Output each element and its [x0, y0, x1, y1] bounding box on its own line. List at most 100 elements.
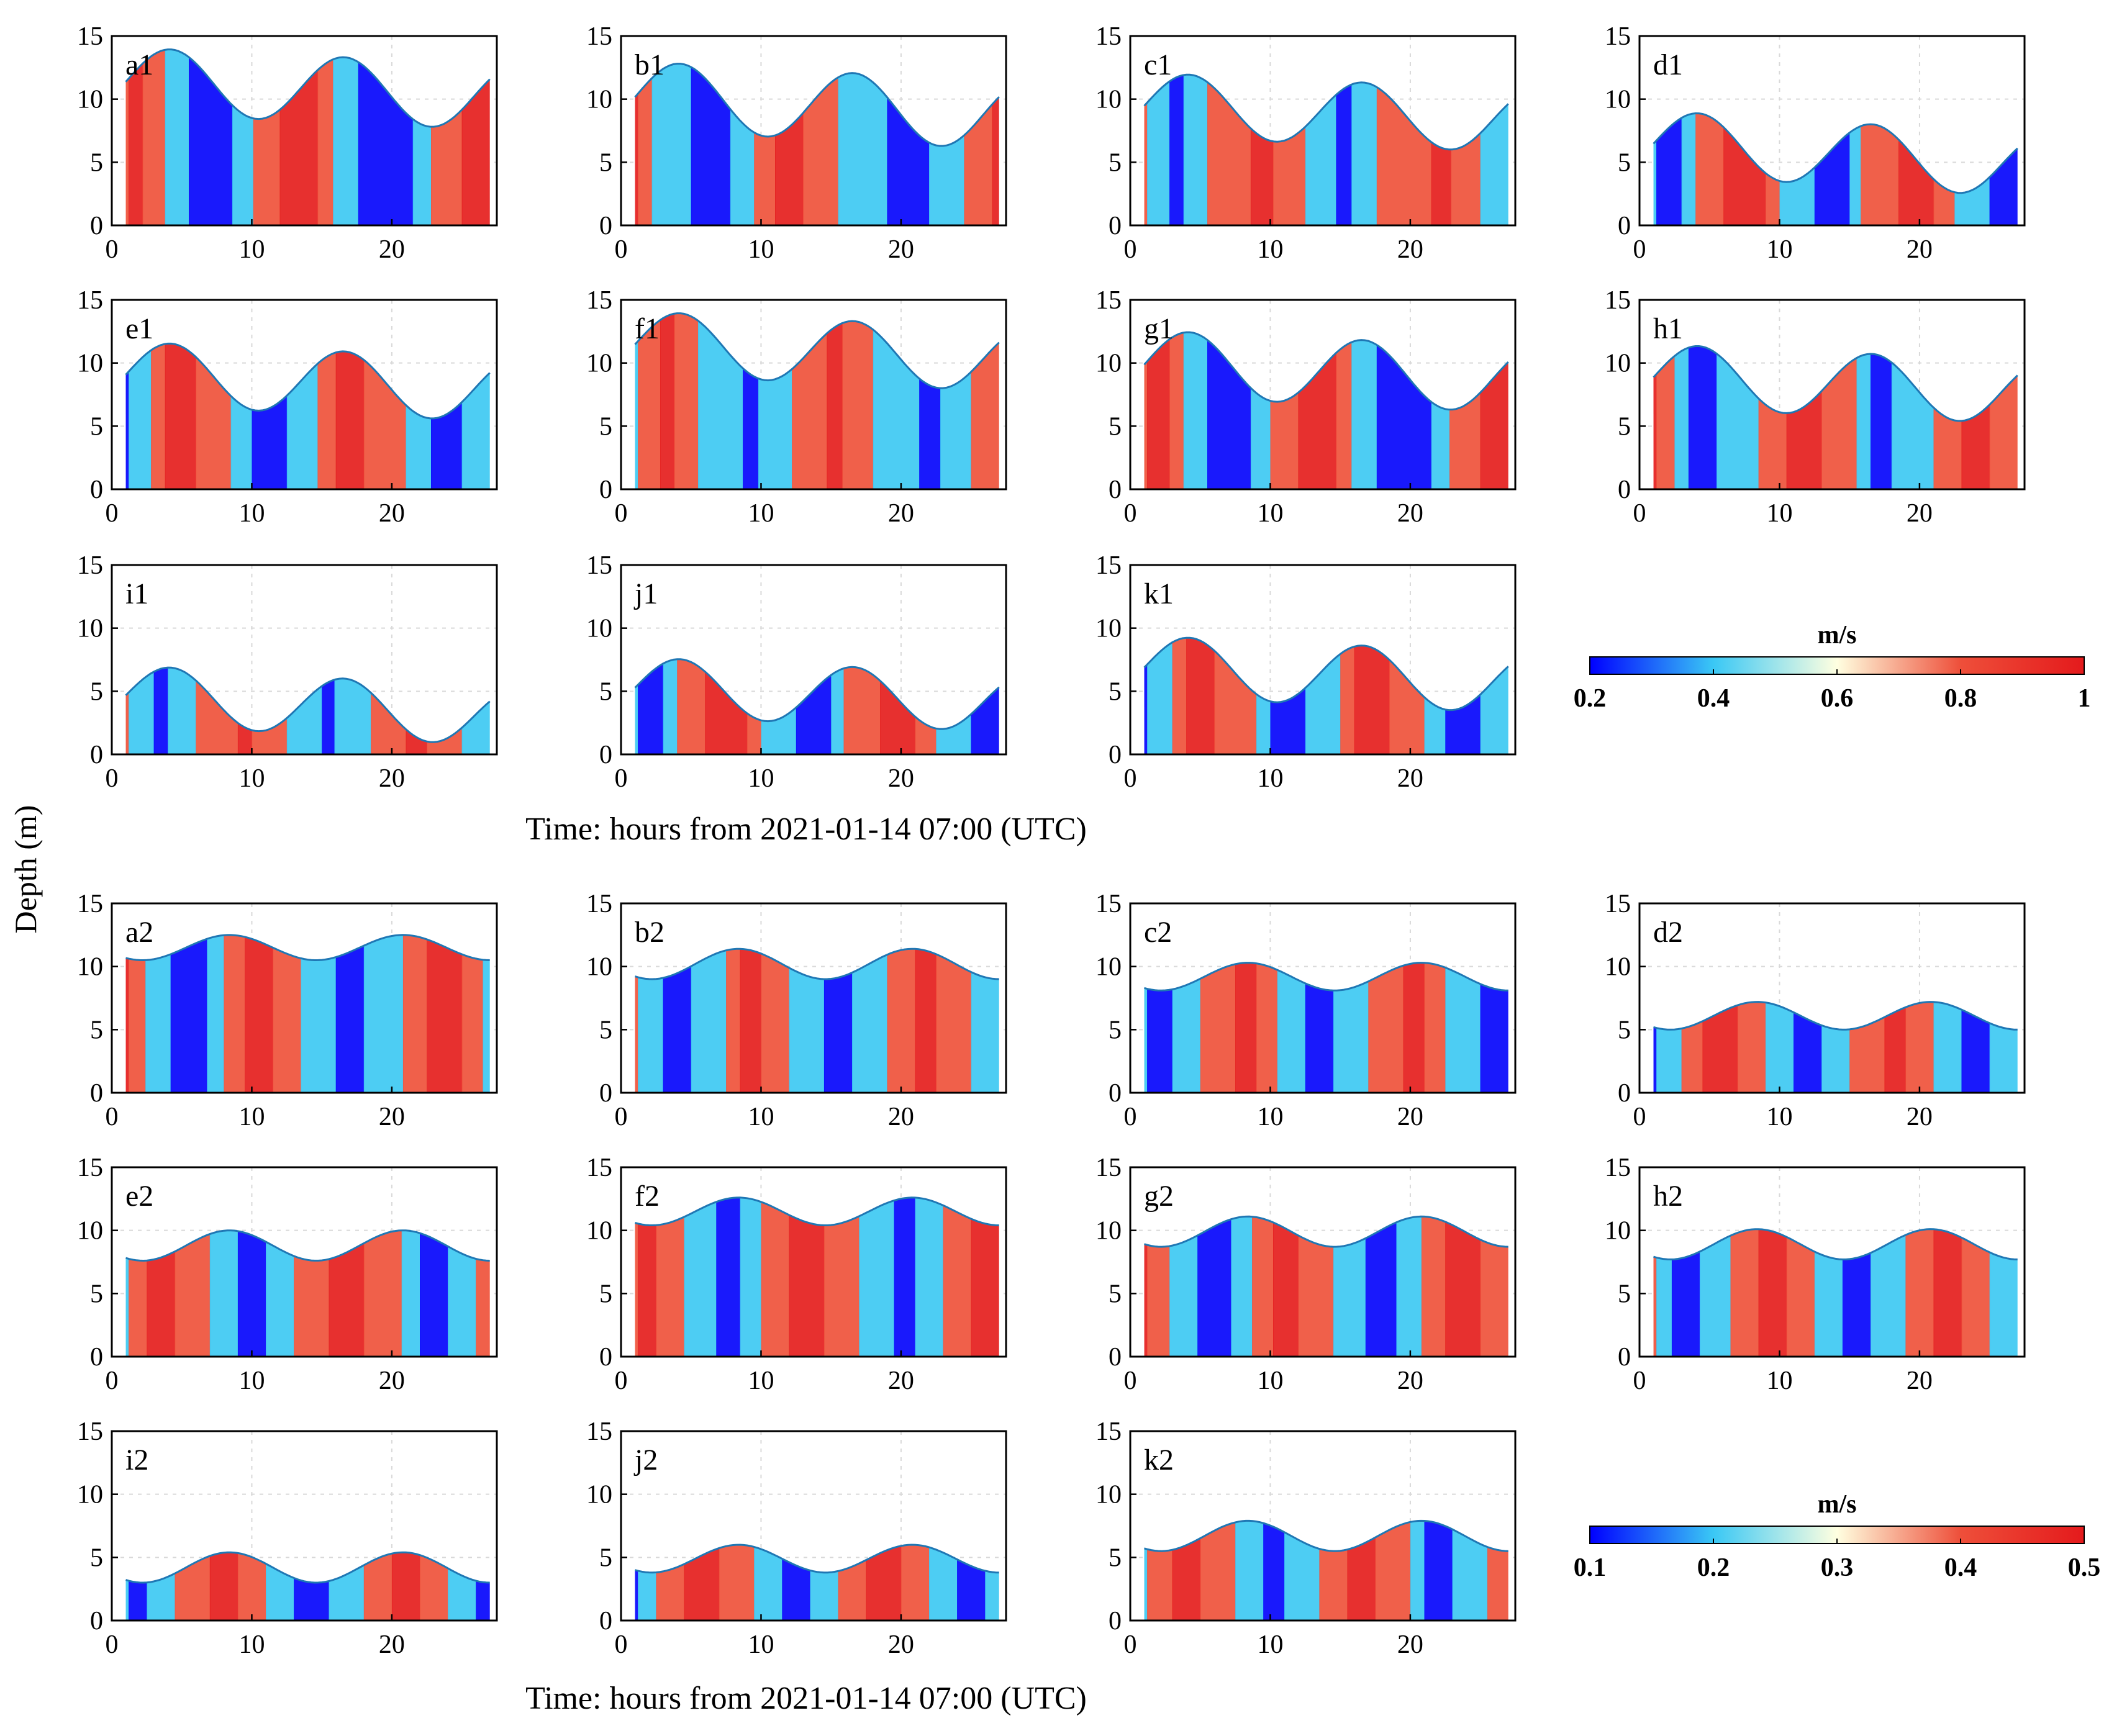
y-tick-label: 15 [1095, 1417, 1122, 1446]
velocity-stripe [1849, 113, 1861, 225]
x-tick-label: 10 [748, 1630, 774, 1659]
x-tick-label: 20 [1397, 499, 1423, 528]
velocity-stripe [1699, 1229, 1731, 1357]
velocity-stripe [1688, 346, 1717, 489]
velocity-stripe [635, 63, 638, 225]
velocity-stripe [663, 659, 678, 754]
velocity-stripe [294, 1230, 330, 1357]
velocity-stripe [1305, 638, 1341, 754]
velocity-stripe [1786, 1229, 1815, 1357]
velocity-stripe [1424, 962, 1446, 1093]
velocity-stripe [957, 1545, 986, 1621]
x-tick-label: 0 [106, 1103, 119, 1131]
velocity-stripe [129, 934, 146, 1093]
velocity-stripe [1480, 1216, 1508, 1357]
panel-label: h2 [1653, 1180, 1683, 1213]
velocity-stripe [823, 949, 853, 1093]
y-tick-label: 15 [586, 1417, 612, 1446]
velocity-stripe [635, 1197, 638, 1357]
x-axis-label-top: Time: hours from 2021-01-14 07:00 (UTC) [525, 811, 1087, 847]
velocity-stripe [420, 1230, 448, 1357]
velocity-stripe [483, 934, 490, 1093]
velocity-stripe [431, 49, 463, 225]
velocity-stripe [1277, 962, 1306, 1093]
panel-h2: 0 10 20 0 5 10 15 h2 [1605, 1154, 2026, 1395]
velocity-stripe [335, 343, 365, 489]
velocity-stripe [1200, 1521, 1236, 1621]
panel-label: j2 [633, 1444, 658, 1476]
axes-frame [1638, 35, 2026, 227]
x-tick-label: 20 [1397, 1367, 1423, 1395]
velocity-stripe [406, 343, 432, 489]
x-tick-label: 10 [1257, 235, 1283, 264]
velocity-stripe [207, 934, 225, 1093]
y-tick-label: 10 [77, 1217, 103, 1245]
velocity-stripe [1424, 638, 1446, 754]
velocity-stripe [1765, 113, 1780, 225]
velocity-field [1653, 1229, 2018, 1357]
velocity-stripe [1186, 638, 1215, 754]
velocity-stripe [1989, 1001, 2018, 1093]
velocity-stripe [401, 1230, 420, 1357]
velocity-stripe [431, 343, 463, 489]
x-tick-label: 20 [1397, 1103, 1423, 1131]
y-tick-label: 5 [599, 1280, 612, 1308]
x-tick-label: 20 [888, 764, 914, 793]
velocity-stripe [1933, 1001, 1962, 1093]
panel-e2: 0 10 20 0 5 10 15 e2 [77, 1154, 498, 1395]
axes-frame [111, 299, 498, 491]
velocity-stripe [334, 667, 371, 754]
velocity-stripe [635, 659, 638, 754]
velocity-stripe [1681, 113, 1696, 225]
x-tick-label: 10 [1766, 1103, 1792, 1131]
y-tick-label: 15 [1095, 890, 1122, 918]
velocity-stripe [1898, 113, 1934, 225]
velocity-stripe [1674, 346, 1689, 489]
x-tick-label: 0 [1124, 1367, 1137, 1395]
axes-frame [620, 902, 1007, 1094]
velocity-stripe [1779, 113, 1815, 225]
velocity-stripe [412, 49, 432, 225]
velocity-stripe [1376, 75, 1432, 225]
velocity-stripe [153, 667, 168, 754]
velocity-stripe [1169, 75, 1184, 225]
panel-label: b2 [635, 916, 664, 949]
velocity-stripe [674, 313, 699, 489]
velocity-stripe [1723, 113, 1766, 225]
velocity-stripe [971, 313, 999, 489]
velocity-stripe [1431, 75, 1452, 225]
x-tick-label: 0 [1633, 499, 1646, 528]
surface-line [1143, 73, 1509, 151]
x-tick-label: 20 [1907, 235, 1933, 264]
velocity-stripe [635, 949, 638, 1093]
x-tick-label: 20 [1907, 1367, 1933, 1395]
velocity-stripe [1144, 1521, 1148, 1621]
velocity-stripe [317, 49, 333, 225]
velocity-stripe [427, 934, 463, 1093]
x-tick-label: 20 [379, 1630, 405, 1659]
velocity-stripe [1480, 638, 1508, 754]
surface-line [635, 1544, 999, 1574]
y-tick-label: 5 [1109, 412, 1122, 441]
velocity-stripe [1207, 332, 1251, 489]
velocity-stripe [420, 1552, 448, 1621]
velocity-stripe [1235, 1521, 1264, 1621]
velocity-stripe [165, 49, 189, 225]
x-tick-label: 10 [748, 1367, 774, 1395]
velocity-stripe [838, 63, 888, 225]
y-tick-label: 15 [586, 22, 612, 51]
velocity-stripe [175, 1552, 211, 1621]
velocity-stripe [705, 659, 748, 754]
velocity-stripe [125, 1552, 129, 1621]
velocity-stripe [803, 63, 839, 225]
velocity-stripe [1172, 1521, 1201, 1621]
x-tick-label: 10 [1766, 1367, 1792, 1395]
axes-frame [1129, 1166, 1517, 1358]
colorbar-tick-label: 0.8 [1944, 684, 1977, 713]
axes-frame [620, 299, 1007, 491]
x-tick-label: 0 [615, 764, 628, 793]
y-tick-label: 10 [1095, 953, 1122, 982]
velocity-stripe [147, 1552, 176, 1621]
surface-line [125, 1551, 490, 1584]
velocity-stripe [843, 659, 881, 754]
